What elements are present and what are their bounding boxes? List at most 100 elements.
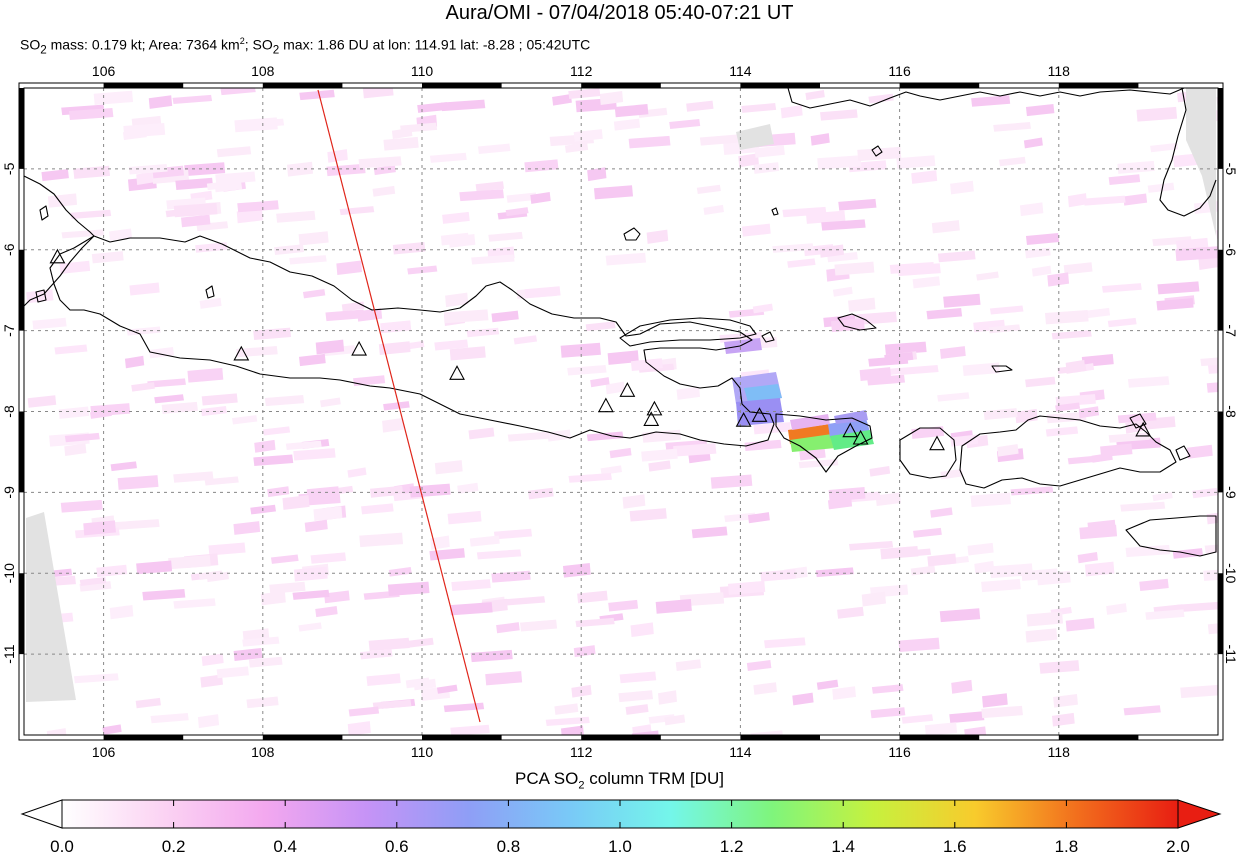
bali-coastline bbox=[775, 413, 873, 473]
noise-pixel bbox=[753, 682, 777, 695]
noise-pixel bbox=[400, 122, 438, 133]
noise-pixel bbox=[298, 622, 322, 632]
noise-pixel bbox=[913, 527, 942, 538]
noise-pixel bbox=[1123, 193, 1148, 206]
noise-pixel bbox=[505, 596, 546, 606]
noise-pixel bbox=[817, 155, 862, 170]
noise-pixel bbox=[64, 432, 100, 443]
noise-pixel bbox=[989, 305, 1024, 315]
noise-pixel bbox=[741, 223, 771, 237]
noise-pixel bbox=[964, 726, 987, 735]
noise-pixel bbox=[1175, 237, 1209, 251]
noise-pixel bbox=[83, 520, 116, 536]
noise-pixel bbox=[68, 107, 114, 121]
noise-pixel bbox=[982, 693, 1008, 708]
volcano-triangle-icon bbox=[597, 397, 614, 413]
noise-pixel bbox=[310, 552, 347, 564]
noise-pixel bbox=[264, 395, 305, 407]
noise-pixel bbox=[285, 440, 322, 450]
noise-pixel bbox=[560, 725, 584, 735]
lat-tick-label-left: -6 bbox=[1, 243, 17, 256]
noise-pixel bbox=[292, 589, 330, 600]
noise-pixel bbox=[691, 526, 728, 539]
volcano-triangle-icon bbox=[852, 429, 869, 445]
noise-pixel bbox=[348, 706, 380, 717]
noise-pixel bbox=[976, 271, 999, 281]
noise-pixel bbox=[64, 443, 87, 457]
noise-pixel bbox=[861, 591, 887, 607]
frame-bar-bottom bbox=[1058, 735, 1139, 740]
noise-pixel bbox=[1083, 195, 1126, 206]
so2-background-pixels bbox=[26, 88, 1218, 735]
noise-pixel bbox=[109, 604, 134, 620]
frame-bar-left bbox=[19, 88, 24, 169]
noise-pixel bbox=[58, 406, 90, 419]
noise-pixel bbox=[1192, 487, 1218, 499]
noise-pixel bbox=[60, 499, 103, 513]
noise-pixel bbox=[989, 563, 1033, 579]
noise-pixel bbox=[96, 564, 128, 578]
lon-tick-label-top: 112 bbox=[570, 63, 593, 79]
noise-pixel bbox=[1117, 412, 1157, 424]
lon-tick-label-top: 116 bbox=[888, 63, 911, 79]
noise-pixel bbox=[931, 220, 960, 234]
noise-pixel bbox=[1025, 104, 1055, 117]
noise-pixel bbox=[236, 208, 263, 224]
frame-bar-right bbox=[1218, 411, 1223, 493]
frame-outer bbox=[18, 82, 1224, 741]
plume-pixel bbox=[724, 338, 762, 354]
tick-labels: 106 106 108 108 110 110 112 112 114 114 116 116 118 1… bbox=[1, 63, 1239, 760]
noise-pixel bbox=[889, 262, 935, 274]
noise-pixel bbox=[233, 521, 261, 535]
noise-pixel bbox=[293, 448, 336, 461]
noise-pixel bbox=[102, 724, 122, 735]
noise-pixel bbox=[136, 560, 173, 575]
noise-pixel bbox=[1107, 317, 1137, 328]
noise-pixel bbox=[267, 486, 290, 498]
noise-pixel bbox=[287, 161, 314, 177]
noise-pixel bbox=[1204, 544, 1218, 554]
sumba-coastline bbox=[1125, 515, 1217, 557]
lat-tick-label-right: -10 bbox=[1223, 563, 1239, 583]
noise-pixel bbox=[476, 549, 522, 560]
noise-pixel bbox=[506, 192, 537, 203]
noise-pixel bbox=[443, 702, 485, 713]
subtitle-sup: 2 bbox=[239, 36, 245, 46]
lon-tick-label-bottom: 110 bbox=[411, 744, 434, 760]
noise-pixel bbox=[449, 346, 486, 361]
frame-bar-bottom bbox=[422, 735, 502, 740]
lon-tick-label-bottom: 106 bbox=[92, 744, 116, 760]
noise-pixel bbox=[359, 532, 404, 548]
volcano-triangle-icon bbox=[233, 345, 250, 361]
noise-pixel bbox=[54, 344, 88, 355]
noise-pixel bbox=[951, 679, 973, 694]
noise-pixel bbox=[447, 510, 482, 525]
colorbar-tick-label: 1.0 bbox=[608, 837, 632, 855]
noise-pixel bbox=[302, 289, 326, 299]
noise-pixel bbox=[605, 252, 647, 266]
java-coastline bbox=[49, 235, 775, 447]
colorbar-low-arrow bbox=[20, 799, 63, 829]
noise-pixel bbox=[564, 142, 589, 153]
noise-pixel bbox=[686, 100, 714, 112]
noise-pixel bbox=[605, 381, 625, 395]
no-data-patch bbox=[1186, 88, 1216, 236]
noise-pixel bbox=[1026, 611, 1064, 627]
colorbar-tick-label: 0.4 bbox=[273, 837, 297, 855]
noise-pixel bbox=[254, 439, 276, 453]
noise-pixel bbox=[562, 563, 591, 578]
noise-pixel bbox=[242, 636, 280, 647]
noise-pixel bbox=[981, 705, 1023, 719]
noise-pixel bbox=[362, 88, 394, 99]
noise-pixel bbox=[884, 341, 927, 355]
noise-pixel bbox=[609, 447, 632, 459]
volcano-triangle-icon bbox=[842, 422, 859, 438]
noise-pixel bbox=[468, 427, 495, 440]
noise-pixel bbox=[1139, 578, 1169, 591]
noise-pixel bbox=[868, 93, 894, 104]
noise-pixel bbox=[937, 392, 970, 402]
noise-pixel bbox=[201, 393, 238, 406]
noise-pixel bbox=[304, 519, 328, 533]
noise-pixel bbox=[950, 434, 979, 447]
subtitle-sub: 2 bbox=[40, 43, 47, 57]
